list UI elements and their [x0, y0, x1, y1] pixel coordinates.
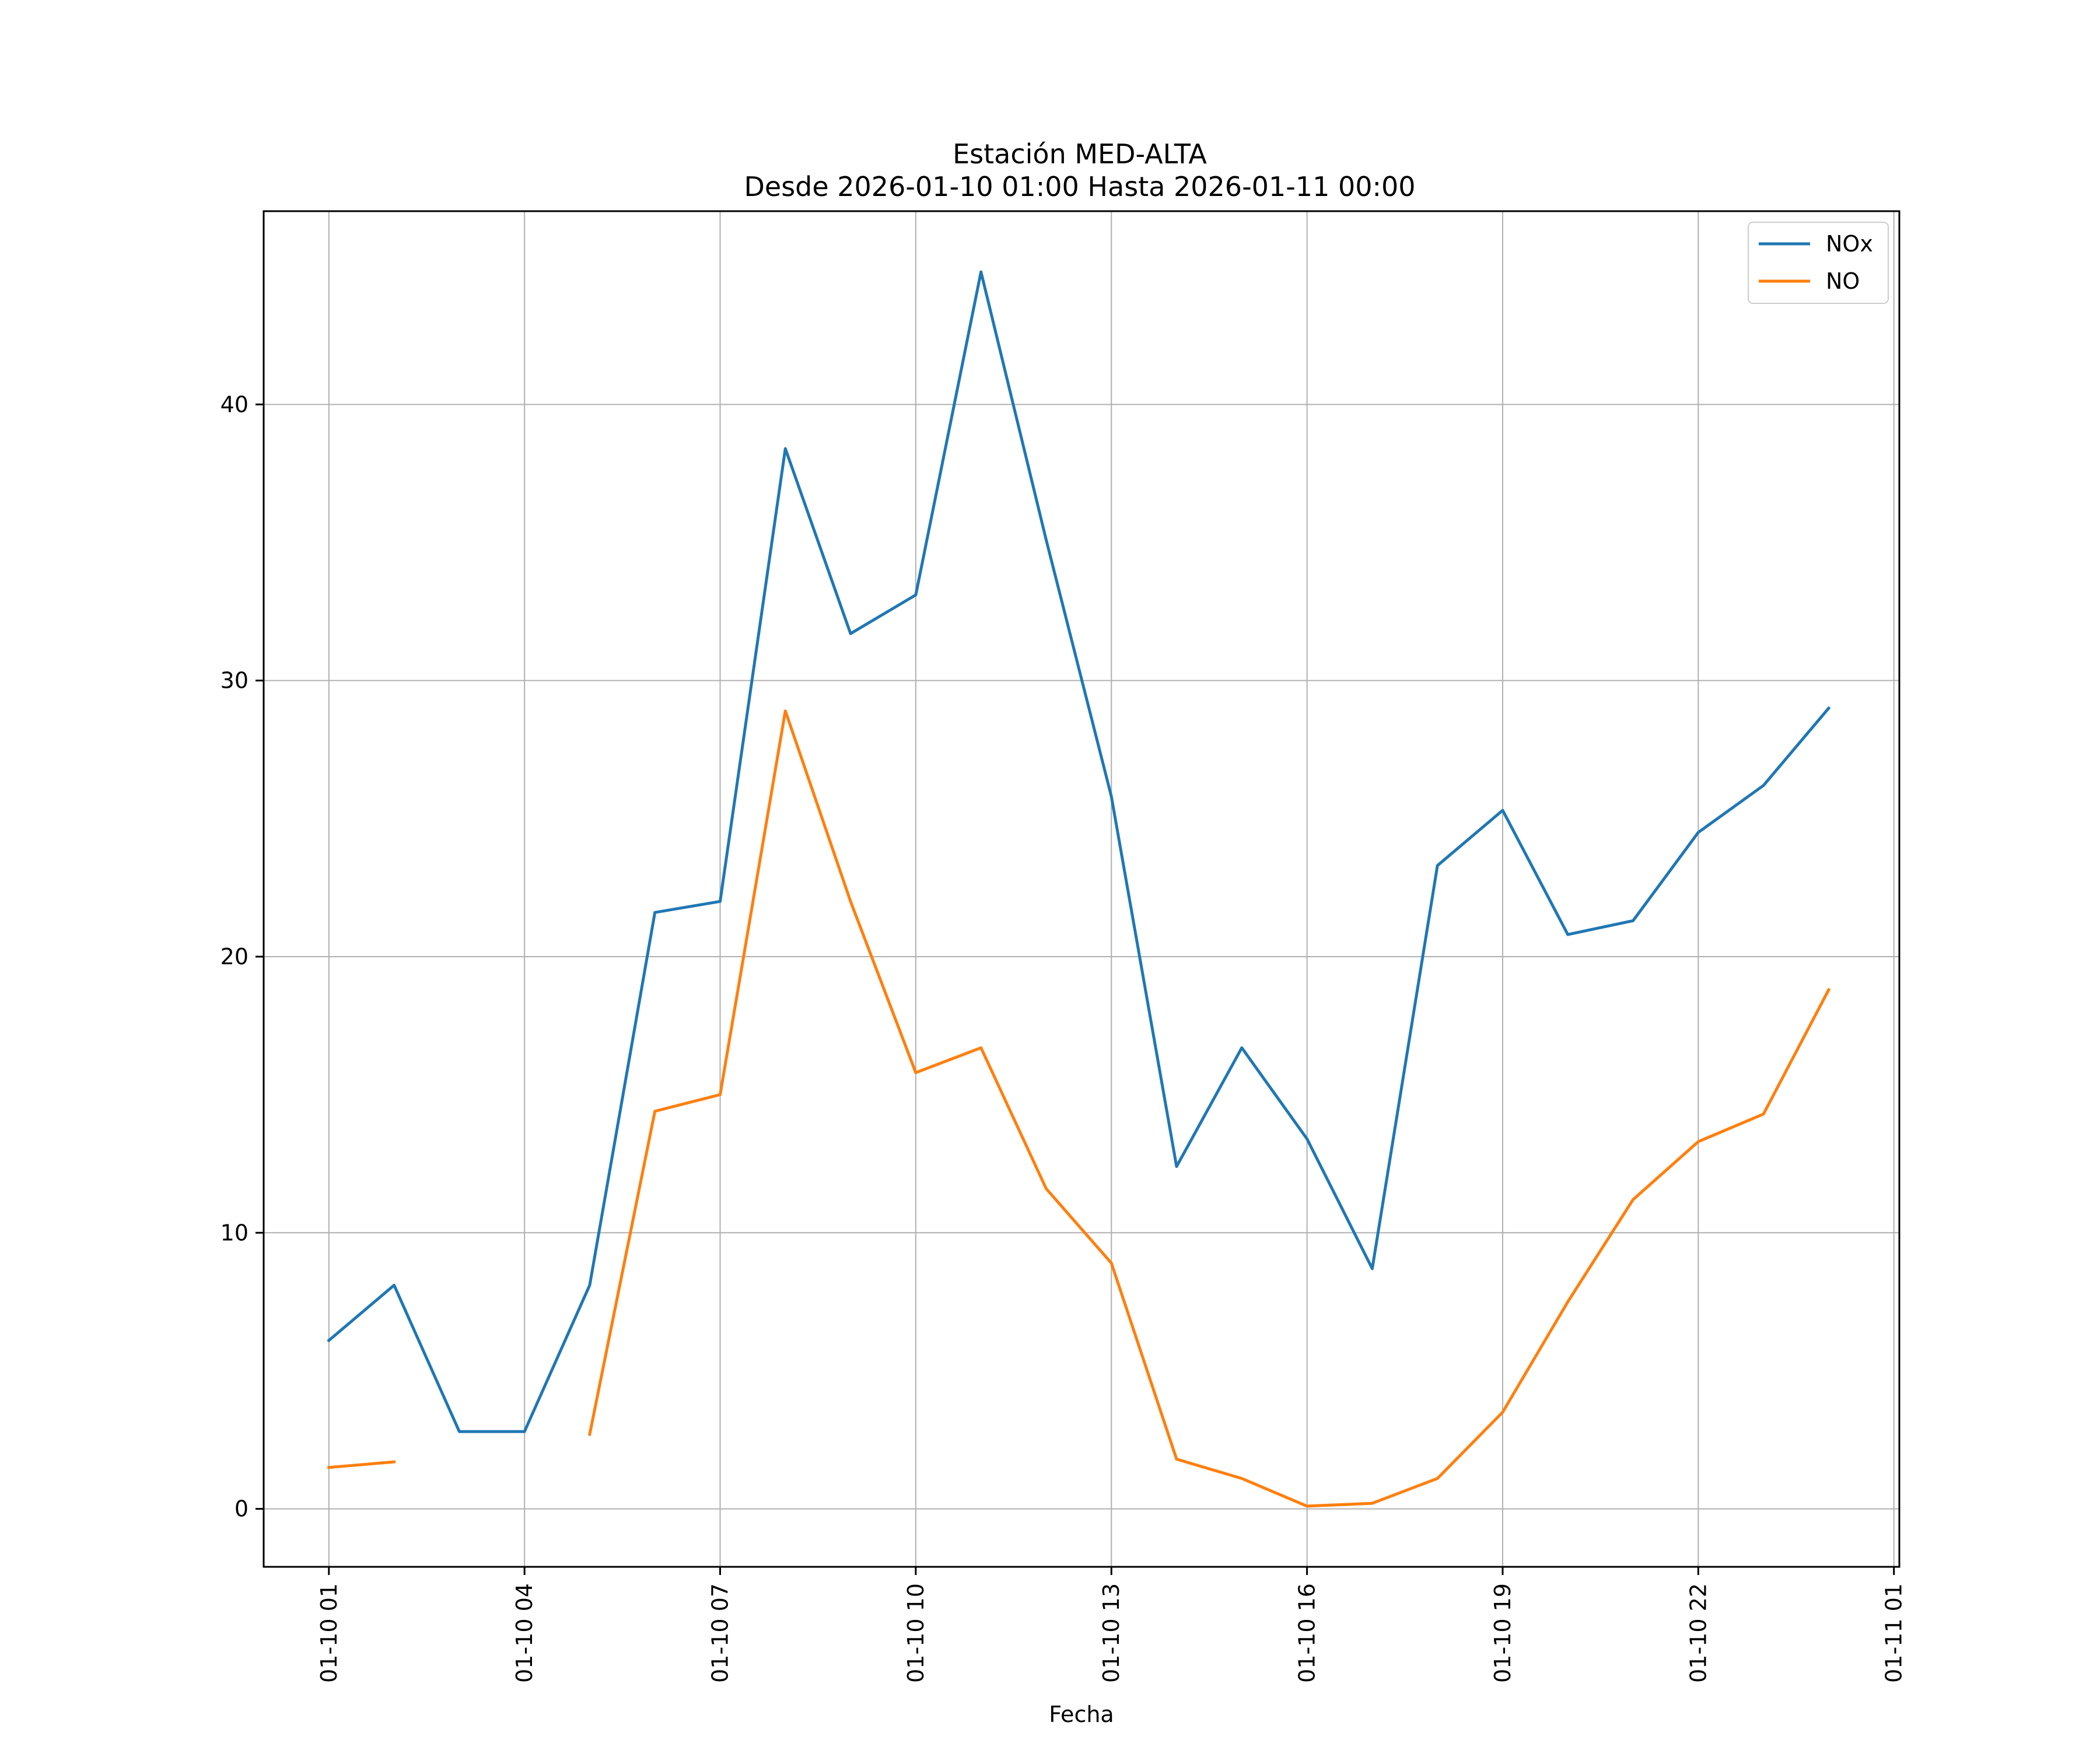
- x-tick-label: 01-10 01: [316, 1583, 342, 1683]
- chart-subtitle: Desde 2026-01-10 01:00 Hasta 2026-01-11 …: [744, 171, 1415, 202]
- chart-title: Estación MED-ALTA: [953, 138, 1207, 170]
- x-tick-label: 01-10 13: [1098, 1583, 1124, 1683]
- x-tick-label: 01-11 01: [1881, 1583, 1907, 1683]
- series-line-no: [327, 1460, 396, 1469]
- data-series: [327, 270, 1831, 1508]
- y-tick-label: 30: [220, 668, 249, 694]
- y-tick-label: 40: [220, 391, 249, 417]
- series-line-nox: [327, 270, 1831, 1433]
- axis-ticks: 01-10 01 01-10 04 01-10 07 01-10 10 01-10 13…: [220, 391, 1907, 1683]
- y-tick-label: 20: [220, 944, 249, 970]
- legend-label-no: NO: [1826, 268, 1860, 294]
- x-tick-label: 01-10 10: [903, 1583, 929, 1683]
- y-tick-label: 10: [220, 1220, 249, 1245]
- x-tick-label: 01-10 16: [1294, 1583, 1320, 1683]
- series-line-no: [587, 709, 1831, 1508]
- x-tick-label: 01-10 22: [1685, 1583, 1711, 1683]
- y-tick-label: 0: [235, 1496, 249, 1522]
- legend-label-nox: NOx: [1826, 231, 1873, 257]
- x-tick-label: 01-10 07: [708, 1583, 733, 1683]
- plot-frame: [262, 210, 1901, 1568]
- x-tick-label: 01-10 04: [512, 1583, 537, 1683]
- grid-lines: [264, 211, 1899, 1567]
- legend: NOx NO: [1748, 222, 1889, 304]
- x-axis-label: Fecha: [1049, 1702, 1114, 1727]
- x-tick-label: 01-10 19: [1490, 1583, 1516, 1683]
